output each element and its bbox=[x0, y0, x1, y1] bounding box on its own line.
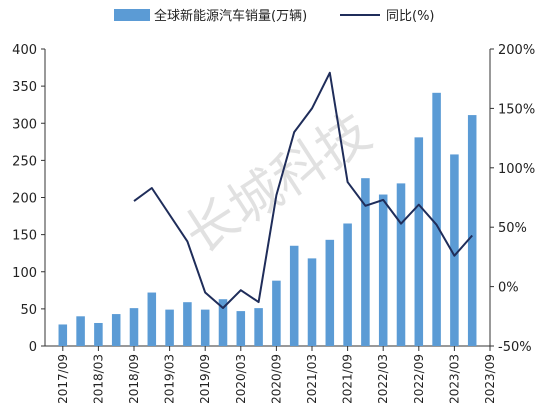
legend-bar-swatch bbox=[114, 9, 150, 21]
bar bbox=[272, 280, 281, 346]
bar bbox=[147, 292, 157, 346]
bar bbox=[111, 314, 121, 346]
bar bbox=[450, 154, 459, 346]
bar bbox=[307, 258, 317, 346]
x-tick-label: 2020/09 bbox=[269, 354, 283, 404]
x-tick-label: 2018/09 bbox=[127, 354, 141, 404]
legend-bar-label: 全球新能源汽车销量(万辆) bbox=[154, 8, 307, 24]
bar bbox=[325, 239, 335, 346]
left-tick-label: 0 bbox=[29, 340, 37, 355]
x-tick-label: 2022/09 bbox=[412, 354, 426, 404]
bar-series bbox=[58, 92, 477, 347]
left-tick-label: 200 bbox=[12, 192, 37, 207]
right-tick-label: -50% bbox=[498, 340, 532, 355]
x-tick-label: 2021/03 bbox=[305, 354, 319, 404]
bar bbox=[396, 183, 406, 346]
bar bbox=[165, 309, 174, 346]
x-tick-label: 2023/03 bbox=[447, 354, 461, 404]
x-tick-label: 2022/03 bbox=[376, 354, 390, 404]
left-tick-label: 100 bbox=[12, 266, 37, 281]
bar bbox=[218, 299, 228, 346]
bar bbox=[129, 308, 139, 346]
left-tick-label: 150 bbox=[12, 229, 37, 244]
tick-labels: 0 50 100 150 200 250 300 350 400 -50% 0% 50% 100% 150… bbox=[12, 43, 535, 404]
x-tick-label: 2018/03 bbox=[91, 354, 105, 404]
left-tick-label: 400 bbox=[12, 43, 37, 58]
x-tick-label: 2021/09 bbox=[341, 354, 355, 404]
x-tick-label: 2019/03 bbox=[163, 354, 177, 404]
x-tick-label: 2019/09 bbox=[198, 354, 212, 404]
bar bbox=[58, 324, 68, 346]
bar bbox=[378, 194, 388, 346]
bar bbox=[76, 316, 85, 346]
bar bbox=[414, 137, 424, 346]
bar bbox=[200, 309, 210, 346]
bar bbox=[236, 311, 246, 346]
left-tick-label: 300 bbox=[12, 117, 37, 132]
bar bbox=[94, 322, 103, 346]
bar bbox=[254, 308, 263, 346]
bar bbox=[361, 178, 370, 346]
x-tick-label: 2023/09 bbox=[483, 354, 497, 404]
left-tick-label: 250 bbox=[12, 154, 37, 169]
right-tick-label: 0% bbox=[498, 281, 519, 296]
bar bbox=[432, 92, 441, 347]
legend-line-label: 同比(%) bbox=[386, 9, 435, 24]
bar bbox=[467, 115, 477, 347]
right-tick-label: 150% bbox=[498, 102, 535, 117]
left-tick-label: 350 bbox=[12, 80, 37, 95]
right-tick-label: 100% bbox=[498, 162, 535, 177]
x-tick-label: 2017/09 bbox=[56, 354, 70, 404]
bar bbox=[183, 302, 192, 346]
left-tick-label: 50 bbox=[20, 303, 37, 318]
bar bbox=[343, 223, 352, 346]
yoy-line bbox=[133, 71, 473, 309]
right-tick-label: 50% bbox=[498, 221, 527, 236]
bar bbox=[289, 245, 299, 346]
line-series bbox=[133, 71, 473, 309]
x-tick-label: 2020/03 bbox=[234, 354, 248, 404]
right-tick-label: 200% bbox=[498, 43, 535, 58]
